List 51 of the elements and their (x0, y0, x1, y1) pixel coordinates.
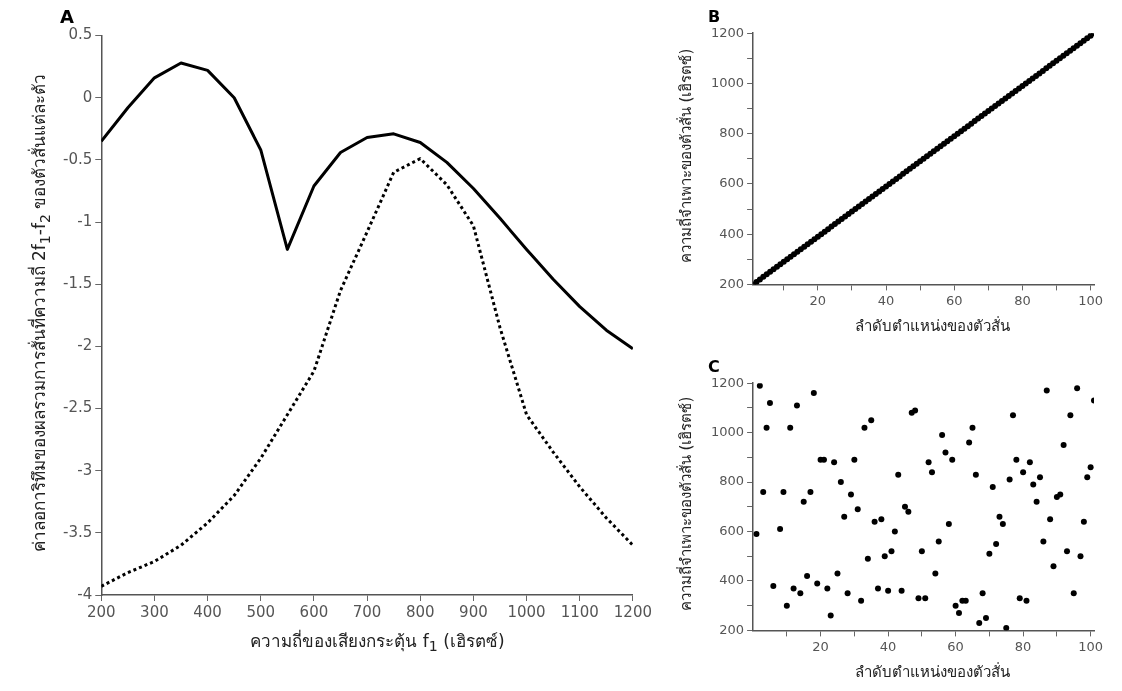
x-tick-label: 600 (299, 602, 329, 621)
y-tick-label: 400 (719, 572, 745, 588)
y-tick-label: 800 (719, 125, 745, 141)
y-tick-label: 800 (719, 473, 745, 489)
y-tick-label: -3.5 (62, 522, 93, 541)
y-tick-label: 200 (719, 275, 745, 291)
y-tick-label: -4 (77, 584, 93, 603)
y-tick-label: -1.5 (62, 274, 93, 293)
x-tick-label: 800 (405, 602, 435, 621)
y-tick-label: -1 (77, 211, 93, 230)
x-tick-label: 300 (140, 602, 169, 621)
y-tick-label: -0.5 (62, 149, 93, 168)
y-axis-title: ความถี่จำเพาะของตัวสั่น (เฮิรตซ์) (675, 48, 696, 264)
x-tick-label: 100 (1078, 638, 1104, 654)
y-tick-label: 600 (719, 522, 745, 538)
y-tick-label: 600 (719, 175, 745, 191)
x-tick-label: 60 (945, 292, 963, 308)
chart-title: A (60, 6, 74, 28)
x-tick-label: 1100 (560, 602, 599, 621)
x-tick-label: 100 (1078, 292, 1103, 308)
y-tick-label: 0.5 (68, 25, 93, 44)
x-tick-label: 500 (246, 602, 276, 621)
x-axis-title: ความถี่ของเสียงกระตุ้น f$_{1}$ (เฮิรตซ์) (250, 628, 505, 655)
x-tick-label: 20 (812, 638, 829, 654)
x-tick-label: 40 (877, 292, 895, 308)
y-tick-label: -3 (77, 460, 93, 479)
y-tick-label: 1000 (710, 74, 745, 90)
x-tick-label: 60 (947, 638, 964, 654)
y-tick-label: -2 (77, 336, 93, 355)
y-tick-label: 200 (719, 621, 745, 637)
chart-title: C (708, 356, 720, 376)
y-tick-label: 400 (719, 225, 745, 241)
x-tick-label: 40 (879, 638, 897, 654)
x-axis-title: ลำดับตำแหน่งของตัวสั่น (854, 315, 1010, 337)
chart-title: B (708, 6, 721, 26)
x-tick-label: 400 (193, 602, 222, 621)
x-tick-label: 20 (809, 292, 827, 308)
y-tick-label: 1000 (710, 424, 745, 440)
x-tick-label: 1000 (507, 602, 546, 621)
y-tick-label: 0 (82, 87, 93, 106)
y-tick-label: 1200 (710, 374, 745, 390)
x-tick-label: 80 (1014, 292, 1031, 308)
x-tick-label: 700 (352, 602, 382, 621)
x-tick-label: 900 (459, 602, 488, 621)
x-tick-label: 80 (1014, 638, 1032, 654)
y-tick-label: -2.5 (62, 398, 93, 417)
x-tick-label: 1200 (613, 602, 653, 621)
y-tick-label: 1200 (710, 24, 745, 40)
line-series (101, 157, 633, 588)
x-axis-title: ลำดับตำแหน่งของตัวสั่น (854, 661, 1010, 683)
y-axis-title: ความถี่จำเพาะของตัวสั่น (เฮิรตซ์) (675, 396, 696, 612)
